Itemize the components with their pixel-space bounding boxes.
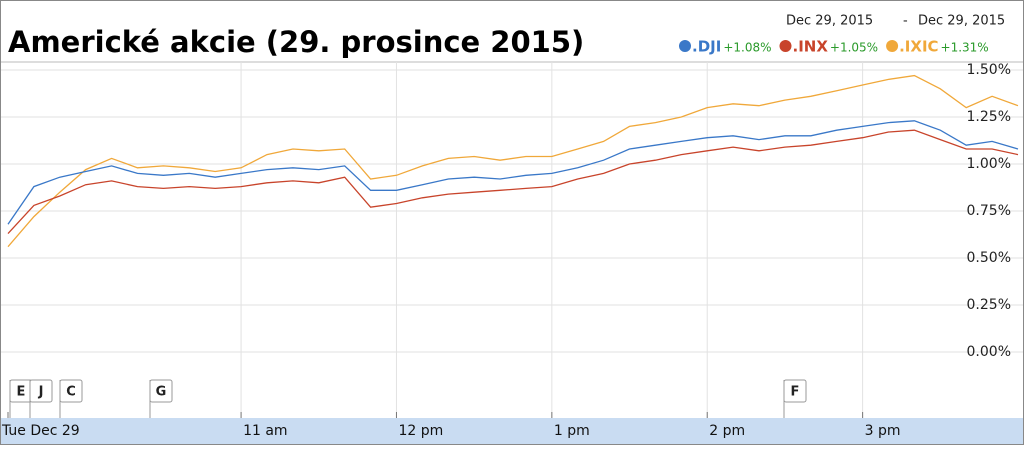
event-flag: J — [29, 379, 53, 418]
flag-label: F — [791, 385, 800, 400]
flag-label: J — [38, 385, 44, 400]
y-tick-label: 1.00% — [967, 156, 1011, 172]
legend-name: .DJI — [692, 38, 721, 56]
date-start: Dec 29, 2015 — [786, 14, 873, 29]
flag-label: C — [66, 385, 76, 400]
legend-dot — [679, 40, 691, 52]
y-tick-label: 0.50% — [967, 250, 1011, 266]
legend-change: +1.05% — [830, 41, 878, 55]
legend-dot — [886, 40, 899, 52]
x-tick-label: 3 pm — [865, 423, 901, 439]
x-tick-label: Tue Dec 29 — [1, 423, 80, 439]
series-line — [7, 120, 1019, 225]
legend-dot — [779, 40, 792, 52]
event-flag: C — [59, 379, 83, 418]
y-tick-label: 0.75% — [967, 203, 1011, 219]
event-flag: F — [783, 379, 807, 418]
x-tick-label: 2 pm — [709, 423, 745, 439]
y-tick-label: 1.50% — [967, 62, 1011, 78]
y-tick-label: 0.00% — [967, 344, 1011, 360]
date-separator: - — [903, 14, 908, 29]
series-line — [7, 74, 1019, 248]
y-tick-label: 0.25% — [967, 297, 1011, 313]
x-tick-label: 11 am — [243, 423, 287, 439]
y-tick-label: 1.25% — [967, 109, 1011, 125]
flag-label: G — [156, 385, 167, 400]
flag-label: E — [17, 385, 26, 400]
legend-name: .IXIC — [899, 38, 938, 56]
legend-change: +1.08% — [723, 41, 771, 55]
legend-change: +1.31% — [941, 41, 989, 55]
chart-title: Americké akcie (29. prosince 2015) — [8, 25, 584, 59]
x-tick-label: 1 pm — [554, 423, 590, 439]
date-end: Dec 29, 2015 — [918, 14, 1005, 29]
event-flag: E — [9, 379, 33, 418]
time-axis-band — [1, 418, 1023, 444]
legend-name: .INX — [793, 38, 829, 56]
x-tick-label: 12 pm — [398, 423, 443, 439]
series-line — [7, 129, 1019, 235]
event-flag: G — [149, 379, 173, 418]
